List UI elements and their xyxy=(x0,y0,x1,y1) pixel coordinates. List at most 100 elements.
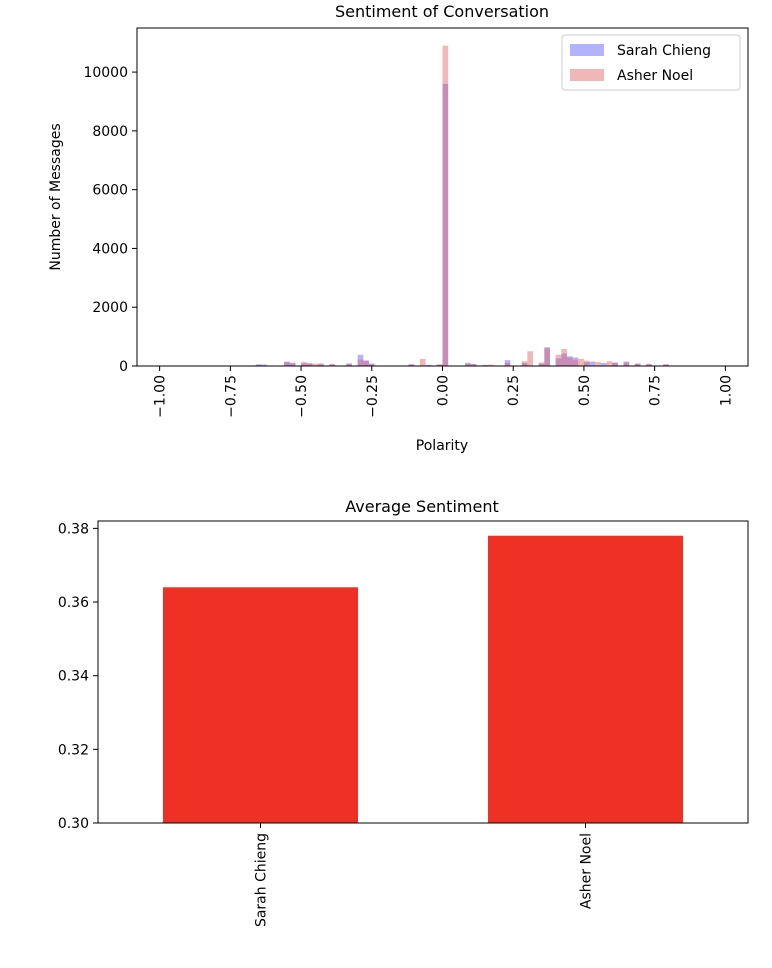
histogram-bar-series-1 xyxy=(465,362,471,366)
histogram-bar-series-2 xyxy=(346,364,352,366)
histogram-bar-series-2 xyxy=(329,363,336,366)
histogram-bar-series-2 xyxy=(357,359,364,366)
histogram-bar-series-1 xyxy=(357,354,364,366)
y-tick-label: 0.38 xyxy=(58,521,89,537)
y-tick-label: 0.36 xyxy=(58,595,89,611)
histogram-bar-series-1 xyxy=(436,364,443,366)
histogram-bar-series-2 xyxy=(623,362,630,366)
histogram-bar-series-1 xyxy=(538,363,545,366)
histogram-bar-series-1 xyxy=(623,361,630,366)
legend-label-series-2: Asher Noel xyxy=(617,68,693,84)
histogram-bar-series-1 xyxy=(363,360,369,366)
histogram-bar-series-1 xyxy=(544,347,550,366)
histogram-x-axis-label: Polarity xyxy=(416,438,468,454)
histogram-bar-series-2 xyxy=(612,362,618,366)
histogram-bar-series-2 xyxy=(572,360,579,366)
x-tick-label: 0.75 xyxy=(648,375,664,406)
category-label: Sarah Chieng xyxy=(254,833,270,927)
histogram-y-ticks: 0 2000 4000 6000 8000 10000 xyxy=(83,65,137,375)
histogram-bar-series-1 xyxy=(482,364,488,366)
histogram-bar-series-1 xyxy=(368,363,375,366)
histogram-bar-series-1 xyxy=(255,364,262,366)
histogram-bar-series-2 xyxy=(306,363,313,366)
histogram-bar-series-1 xyxy=(318,364,324,366)
histogram-bar-series-2 xyxy=(583,360,590,366)
average-sentiment-axes-frame xyxy=(97,520,749,824)
histogram-bar-series-2 xyxy=(538,362,545,366)
average-sentiment-bars xyxy=(163,535,683,823)
histogram-bar-series-2 xyxy=(646,363,652,366)
x-tick-label: 0.25 xyxy=(506,375,522,406)
histogram-bar-series-2 xyxy=(521,361,528,366)
histogram-bar-series-1 xyxy=(600,363,607,366)
average-sentiment-title: Average Sentiment xyxy=(345,497,499,516)
histogram-bar-series-1 xyxy=(521,363,528,366)
histogram-title: Sentiment of Conversation xyxy=(335,2,549,21)
histogram-bar-series-1 xyxy=(306,363,313,366)
y-tick-label: 0.34 xyxy=(58,669,89,685)
average-sentiment-x-ticks: Sarah Chieng Asher Noel xyxy=(254,823,595,927)
histogram-bar-series-1 xyxy=(583,362,590,366)
histogram-bar-series-1 xyxy=(470,363,477,366)
histogram-bar-series-1 xyxy=(284,361,290,366)
histogram-bar-series-1 xyxy=(504,360,511,366)
histogram-bar-series-2 xyxy=(284,362,290,366)
category-label: Asher Noel xyxy=(579,833,595,909)
histogram-bar-series-1 xyxy=(442,83,449,366)
histogram-bar-series-2 xyxy=(504,362,511,366)
histogram-legend: Sarah Chieng Asher Noel xyxy=(561,34,741,91)
histogram-bar-series-1 xyxy=(566,356,573,366)
histogram-bar-series-1 xyxy=(589,361,596,366)
average-sentiment-bar xyxy=(163,587,358,823)
y-tick-label: 0.30 xyxy=(58,816,89,832)
histogram-bar-series-1 xyxy=(663,364,669,366)
x-tick-label: 0.00 xyxy=(436,375,452,406)
histogram-bar-series-1 xyxy=(561,353,567,366)
histogram-bar-series-2 xyxy=(561,348,567,366)
histogram-bar-series-2 xyxy=(470,364,477,366)
legend-label-series-1: Sarah Chieng xyxy=(617,43,711,59)
histogram-bar-series-2 xyxy=(487,364,494,366)
histogram-bars xyxy=(255,45,669,367)
histogram-bar-series-2 xyxy=(301,361,307,366)
histogram-bar-series-2 xyxy=(436,364,443,366)
histogram-bar-series-2 xyxy=(595,361,601,366)
histogram-bar-series-2 xyxy=(318,363,324,366)
histogram-x-ticks: −1.00 −0.75 −0.50 −0.25 0.00 0.25 0.50 0.75 1.00 xyxy=(153,366,734,418)
histogram-bar-series-1 xyxy=(408,364,415,366)
y-tick-label: 10000 xyxy=(83,65,128,81)
y-tick-label: 8000 xyxy=(92,124,128,140)
histogram-bar-series-1 xyxy=(646,364,652,366)
histogram-bar-series-1 xyxy=(425,364,432,366)
histogram-bar-series-1 xyxy=(634,363,641,366)
x-tick-label: 1.00 xyxy=(718,375,734,406)
average-sentiment-y-ticks: 0.30 0.32 0.34 0.36 0.38 xyxy=(58,521,98,832)
histogram-bar-series-1 xyxy=(555,358,562,366)
histogram-bar-series-2 xyxy=(566,357,573,366)
histogram-bar-series-2 xyxy=(578,358,584,366)
histogram-bar-series-1 xyxy=(346,363,352,366)
y-tick-label: 2000 xyxy=(92,300,128,316)
x-tick-label: −1.00 xyxy=(153,375,169,418)
x-tick-label: −0.50 xyxy=(294,375,310,418)
histogram-bar-series-2 xyxy=(527,351,534,366)
histogram-bar-series-2 xyxy=(634,363,641,366)
histogram-bar-series-2 xyxy=(663,364,669,366)
histogram-bar-series-2 xyxy=(544,348,550,366)
histogram-bar-series-1 xyxy=(572,357,579,366)
histogram-bar-series-2 xyxy=(312,363,319,366)
legend-swatch-series-1 xyxy=(570,44,604,56)
legend-frame xyxy=(561,34,741,91)
histogram-bar-series-2 xyxy=(363,361,369,366)
y-tick-label: 4000 xyxy=(92,241,128,257)
histogram-bar-series-2 xyxy=(555,354,562,366)
histogram-bar-series-2 xyxy=(465,363,471,366)
legend-swatch-series-2 xyxy=(570,69,604,81)
histogram-y-axis-label: Number of Messages xyxy=(48,123,64,270)
histogram-chart: Sentiment of Conversation 0 2000 4000 6000 8… xyxy=(48,2,749,454)
histogram-bar-series-2 xyxy=(408,364,415,366)
histogram-bar-series-2 xyxy=(419,358,426,366)
y-tick-label: 0 xyxy=(119,359,128,375)
histogram-bar-series-2 xyxy=(289,363,296,366)
